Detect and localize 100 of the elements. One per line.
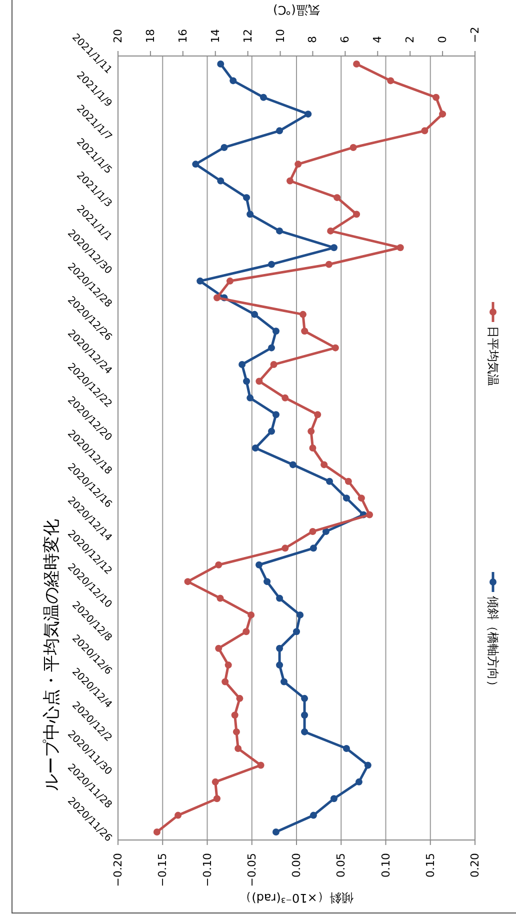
x2-tick-label: 2 xyxy=(404,36,417,43)
point xyxy=(327,227,334,234)
point xyxy=(366,511,374,518)
point xyxy=(268,344,276,352)
x-tick-label: 0.00 xyxy=(290,853,303,878)
point xyxy=(294,160,302,168)
x2-tick-label: 10 xyxy=(274,29,287,43)
point xyxy=(342,494,350,502)
point xyxy=(213,294,220,302)
point xyxy=(246,210,254,218)
point xyxy=(299,310,306,318)
point xyxy=(184,578,192,586)
point xyxy=(353,60,360,68)
x2-tick-label: 8 xyxy=(306,36,320,43)
point xyxy=(242,628,250,636)
point xyxy=(222,678,229,686)
point xyxy=(332,344,339,352)
point xyxy=(217,177,224,184)
point xyxy=(174,812,182,819)
point xyxy=(224,662,232,669)
point xyxy=(282,394,289,402)
point xyxy=(296,611,304,618)
x2-tick-label: 20 xyxy=(112,29,124,43)
point xyxy=(276,594,284,602)
point xyxy=(325,260,332,268)
x2-tick-label: 12 xyxy=(241,29,254,43)
point xyxy=(432,94,440,101)
point xyxy=(310,544,317,552)
point xyxy=(276,227,284,234)
point xyxy=(270,361,278,368)
point xyxy=(257,762,264,769)
point xyxy=(301,694,308,702)
point xyxy=(220,144,228,151)
x-tick-label: 0.15 xyxy=(424,853,437,878)
point xyxy=(272,411,280,418)
x-tick-label: −0.05 xyxy=(245,853,258,887)
point xyxy=(314,411,322,418)
point xyxy=(280,678,288,686)
point xyxy=(301,328,308,335)
legend-label: 日平均気温 xyxy=(486,326,500,386)
x-axis-title: 傾斜（×10⁻³(rad)） xyxy=(240,891,354,905)
point xyxy=(309,528,316,535)
point xyxy=(309,444,316,452)
point xyxy=(272,828,280,836)
point xyxy=(276,644,284,652)
x-tick-label: −0.15 xyxy=(156,853,170,887)
point xyxy=(355,778,362,786)
point xyxy=(217,60,224,68)
point xyxy=(289,461,296,468)
point xyxy=(350,144,357,151)
x2-tick-label: 16 xyxy=(176,29,190,43)
x2-tick-label: −2 xyxy=(468,26,482,43)
point xyxy=(353,210,360,218)
point xyxy=(256,561,263,568)
point xyxy=(243,194,250,202)
point xyxy=(342,745,350,752)
point xyxy=(358,494,365,502)
point xyxy=(252,444,259,452)
point xyxy=(330,795,338,802)
point xyxy=(215,644,222,652)
point xyxy=(251,310,258,318)
point xyxy=(301,728,308,736)
point xyxy=(334,194,341,202)
x-tick-label: 0.20 xyxy=(468,853,482,878)
x2-tick-label: 0 xyxy=(436,36,450,43)
x2-tick-label: 6 xyxy=(338,36,352,43)
point xyxy=(439,110,446,118)
point xyxy=(212,778,219,786)
text: ループ中心点・平均気温の経時変化 xyxy=(42,519,62,791)
x2-tick-label: 14 xyxy=(208,29,222,43)
point xyxy=(238,361,246,368)
point xyxy=(264,578,271,586)
point xyxy=(301,712,308,719)
point xyxy=(232,728,240,736)
point xyxy=(276,127,284,134)
point xyxy=(344,478,352,485)
point xyxy=(231,712,238,719)
point xyxy=(421,127,428,134)
point xyxy=(387,77,394,84)
point xyxy=(230,77,237,84)
point xyxy=(320,461,328,468)
point xyxy=(268,260,276,268)
point xyxy=(286,177,294,184)
point xyxy=(364,762,372,769)
x-tick-label: 0.10 xyxy=(379,853,392,878)
point xyxy=(216,594,224,602)
point xyxy=(196,278,204,285)
point xyxy=(272,328,280,335)
point xyxy=(308,428,315,435)
point xyxy=(293,628,300,636)
point xyxy=(260,94,267,101)
point xyxy=(234,745,242,752)
x-tick-label: 0.05 xyxy=(334,853,348,878)
point xyxy=(153,828,160,836)
point xyxy=(268,428,276,435)
x2-tick-label: 4 xyxy=(371,36,384,43)
legend-label: 傾斜（橋軸方向） xyxy=(486,596,500,692)
x2-axis-title: 気温(℃) xyxy=(273,3,320,17)
point xyxy=(213,795,220,802)
x-tick-label: −0.20 xyxy=(112,853,124,887)
